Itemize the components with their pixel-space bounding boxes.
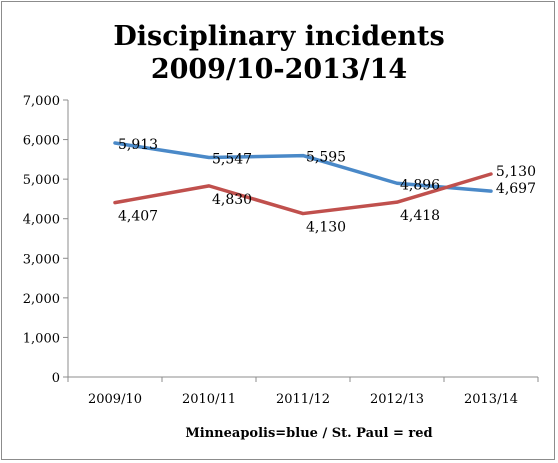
data-label: 5,913: [118, 137, 158, 153]
data-point: [395, 200, 399, 204]
data-label: 4,418: [400, 208, 440, 224]
y-tick-label: 0: [52, 371, 60, 386]
x-tick-label: 2012/13: [370, 392, 424, 407]
chart-title: Disciplinary incidents 2009/10-2013/14: [113, 21, 445, 85]
data-label: 4,130: [306, 220, 346, 236]
data-point: [301, 154, 305, 158]
series-line-1: [113, 141, 493, 193]
y-tick-label: 6,000: [23, 134, 60, 149]
data-point: [207, 155, 211, 159]
y-tick-label: 2,000: [23, 292, 60, 307]
x-tick-label: 2010/11: [182, 392, 236, 407]
data-point: [301, 212, 305, 216]
y-tick-label: 5,000: [23, 173, 60, 188]
y-tick-label: 3,000: [23, 252, 60, 267]
x-axis-title: Minneapolis=blue / St. Paul = red: [185, 426, 432, 441]
data-label: 5,130: [496, 164, 536, 180]
data-label: 4,830: [212, 192, 252, 208]
data-point: [395, 181, 399, 185]
data-label: 5,547: [212, 151, 252, 167]
data-point: [207, 184, 211, 188]
y-tick-label: 1,000: [23, 331, 60, 346]
data-point: [489, 172, 493, 176]
data-point: [489, 189, 493, 193]
x-tick-label: 2009/10: [88, 392, 142, 407]
y-tick-label: 7,000: [23, 94, 60, 109]
data-label: 4,697: [496, 181, 536, 197]
data-point: [113, 141, 117, 145]
data-label: 4,896: [400, 177, 440, 193]
series-line-2: [113, 172, 493, 216]
data-label: 4,407: [118, 209, 158, 225]
data-point: [113, 201, 117, 205]
x-tick-label: 2011/12: [276, 392, 330, 407]
x-tick-label: 2013/14: [464, 392, 518, 407]
y-tick-label: 4,000: [23, 213, 60, 228]
data-label: 5,595: [306, 150, 346, 166]
